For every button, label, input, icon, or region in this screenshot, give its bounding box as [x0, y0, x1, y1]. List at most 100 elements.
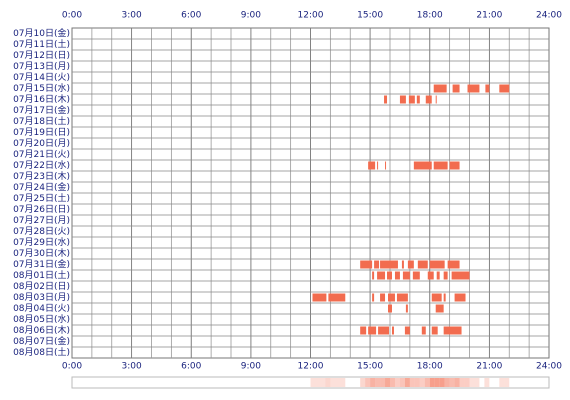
activity-bar	[360, 260, 373, 269]
row-label: 07月23日(木)	[13, 170, 70, 182]
summary-strip	[71, 376, 550, 389]
activity-bar	[412, 271, 420, 280]
summary-cell	[504, 378, 510, 387]
summary-cell	[399, 378, 405, 387]
summary-cell	[394, 378, 400, 387]
activity-bar	[449, 161, 460, 170]
row-label: 08月06日(木)	[13, 324, 70, 336]
summary-cell	[335, 378, 341, 387]
x-tick-label-top: 0:00	[62, 11, 82, 21]
row-label: 07月26日(日)	[13, 204, 70, 215]
activity-bar	[380, 293, 386, 302]
x-tick-label-top: 3:00	[122, 11, 142, 21]
summary-cell	[390, 378, 395, 387]
summary-cell	[340, 378, 346, 387]
summary-cell	[385, 378, 390, 387]
row-label: 07月20日(月)	[13, 138, 70, 149]
summary-cell	[454, 378, 460, 387]
summary-cell	[474, 378, 480, 387]
summary-cell	[459, 378, 465, 387]
row-label: 07月18日(土)	[13, 115, 70, 127]
x-tick-label-bottom: 21:00	[476, 362, 502, 372]
activity-bar	[384, 95, 388, 104]
summary-cell	[434, 378, 440, 387]
row-label: 07月13日(月)	[13, 61, 70, 72]
x-tick-label-bottom: 3:00	[122, 362, 142, 372]
activity-bar	[401, 260, 404, 269]
row-label: 08月02日(日)	[13, 281, 70, 292]
summary-cell	[360, 378, 366, 387]
summary-cell	[409, 378, 415, 387]
x-tick-label-bottom: 0:00	[62, 362, 82, 372]
summary-cell	[315, 378, 321, 387]
summary-cell	[439, 378, 445, 387]
activity-bar	[452, 84, 460, 93]
activity-bar	[421, 326, 426, 335]
row-label: 07月15日(水)	[13, 82, 70, 94]
activity-bar	[378, 326, 390, 335]
activity-bar	[372, 293, 375, 302]
row-label: 08月07日(金)	[13, 335, 70, 347]
summary-cell	[310, 378, 316, 387]
summary-cell	[365, 378, 371, 387]
row-label: 08月04日(火)	[13, 303, 70, 314]
x-tick-label-top: 21:00	[476, 11, 502, 21]
row-label: 07月28日(火)	[13, 226, 70, 237]
x-tick-label-bottom: 6:00	[181, 362, 201, 372]
row-label: 08月05日(水)	[13, 313, 70, 325]
row-label: 07月14日(火)	[13, 72, 70, 83]
summary-cell	[375, 378, 381, 387]
summary-cell	[424, 378, 430, 387]
row-label: 07月30日(木)	[13, 247, 70, 259]
activity-bar	[407, 260, 414, 269]
summary-cell	[499, 378, 505, 387]
activity-bar	[368, 161, 376, 170]
activity-bar	[451, 271, 470, 280]
row-label: 08月01日(土)	[13, 269, 70, 281]
activity-bar	[443, 271, 448, 280]
row-label: 07月11日(土)	[13, 38, 70, 50]
activity-bar	[374, 260, 380, 269]
x-tick-label-bottom: 18:00	[417, 362, 443, 372]
summary-cell	[469, 378, 475, 387]
summary-cell	[414, 378, 420, 387]
activity-bar	[435, 304, 444, 313]
activity-bar	[391, 326, 394, 335]
summary-cell	[464, 378, 470, 387]
summary-cell	[449, 378, 455, 387]
summary-cell	[330, 378, 336, 387]
activity-bar	[433, 161, 448, 170]
activity-bar	[417, 260, 428, 269]
activity-bar	[408, 95, 415, 104]
activity-bar	[454, 293, 466, 302]
activity-bar	[431, 326, 438, 335]
activity-bar	[443, 293, 446, 302]
activity-bar	[436, 271, 440, 280]
x-tick-label-bottom: 24:00	[536, 362, 562, 372]
row-label: 07月16日(木)	[13, 93, 70, 105]
activity-bar	[377, 161, 379, 170]
row-label: 07月21日(火)	[13, 149, 70, 160]
row-label: 08月08日(土)	[13, 346, 70, 358]
activity-bar	[360, 326, 367, 335]
activity-bar	[328, 293, 346, 302]
row-label: 07月10日(金)	[13, 27, 70, 39]
activity-bar	[485, 84, 490, 93]
activity-bar	[499, 84, 510, 93]
activity-bar	[372, 271, 375, 280]
activity-bar	[399, 95, 406, 104]
summary-cell	[370, 378, 376, 387]
activity-bar	[427, 271, 434, 280]
summary-cell	[404, 378, 410, 387]
summary-cell	[484, 378, 490, 387]
row-label: 07月27日(月)	[13, 215, 70, 226]
activity-bar	[404, 326, 410, 335]
activity-bar	[405, 304, 408, 313]
row-label: 07月17日(金)	[13, 104, 70, 116]
activity-bar	[443, 326, 462, 335]
row-label: 07月12日(日)	[13, 50, 70, 61]
row-label: 07月31日(金)	[13, 258, 70, 270]
activity-bar	[388, 293, 395, 302]
activity-bar	[312, 293, 327, 302]
